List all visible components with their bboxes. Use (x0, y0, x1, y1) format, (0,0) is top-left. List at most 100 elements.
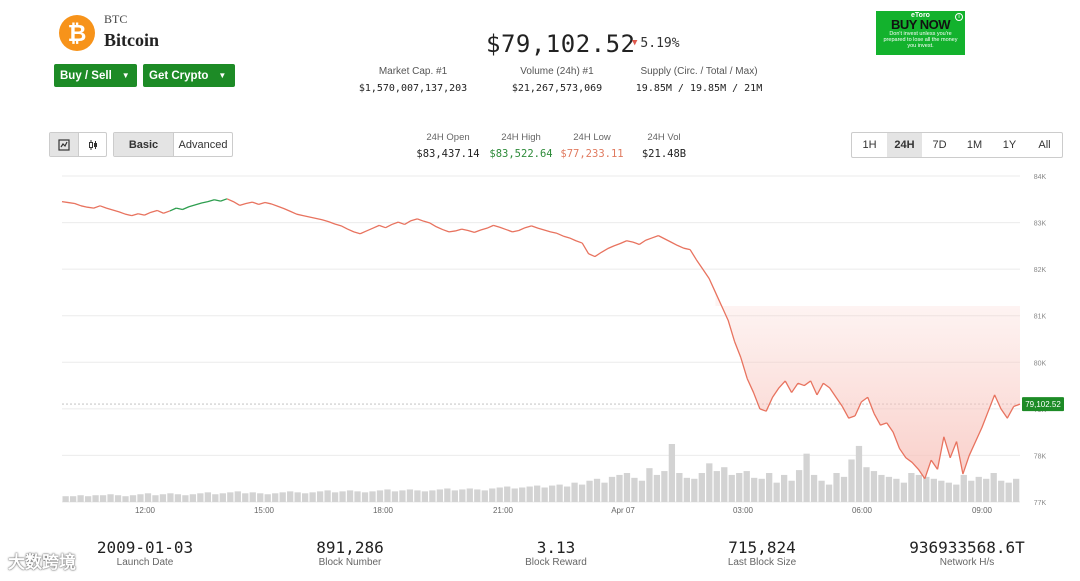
volume-bar (810, 474, 818, 502)
volume-bar (489, 488, 496, 502)
volume-bar (713, 471, 720, 502)
buy-sell-label: Buy / Sell (60, 69, 112, 82)
bitcoin-icon: ₿ (59, 15, 95, 51)
y-tick-label: 83K (1034, 221, 1047, 228)
volume-bar (593, 478, 601, 502)
volume-bar (84, 496, 92, 502)
ohlc-value: $21.48B (641, 148, 687, 160)
get-crypto-button[interactable]: Get Crypto ▼ (143, 64, 235, 87)
volume-bar (331, 492, 339, 502)
y-tick-label: 80K (1034, 360, 1047, 367)
volume-bar (466, 488, 473, 502)
stat-label: Market Cap. #1 (378, 66, 448, 77)
y-tick-label: 81K (1034, 314, 1047, 321)
volume-bar (878, 474, 885, 502)
volume-bar (474, 489, 481, 502)
x-tick-label: 06:00 (852, 506, 873, 515)
ohlc-label: 24H Vol (647, 132, 681, 143)
volume-bar (376, 490, 384, 502)
price-chart[interactable]: 84K83K82K81K80K79K78K77K12:0015:0018:002… (0, 165, 1080, 517)
volume-bar (743, 471, 750, 502)
basic-mode-button[interactable]: Basic (114, 133, 173, 156)
volume-bar (751, 477, 758, 502)
volume-bar (481, 490, 488, 502)
volume-bar (122, 496, 129, 502)
range-tab-24h[interactable]: 24H (887, 133, 922, 157)
footer-value: 936933568.6T (909, 538, 1025, 557)
volume-bar (399, 490, 406, 502)
price-line-up-segment (169, 198, 228, 212)
volume-bar (444, 488, 451, 502)
etoro-ad-banner[interactable]: i eToro BUY NOW Don't invest unless you'… (876, 11, 965, 55)
volume-bar (77, 495, 84, 502)
volume-bar (923, 476, 930, 502)
stat-value: $21,267,573,069 (511, 83, 603, 94)
candlestick-icon[interactable] (78, 133, 106, 156)
volume-bar (788, 480, 795, 502)
volume-bar (548, 485, 556, 502)
volume-bar (721, 467, 728, 502)
volume-bar (638, 480, 646, 502)
info-icon[interactable]: i (955, 13, 963, 21)
volume-bar (938, 480, 945, 502)
volume-bar (137, 494, 144, 502)
volume-bar (496, 487, 503, 502)
volume-bar (818, 480, 825, 502)
watermark: 大数跨境 (8, 553, 76, 573)
range-tab-1y[interactable]: 1Y (1002, 139, 1017, 151)
x-tick-label: 15:00 (254, 506, 275, 515)
volume-bar (706, 463, 713, 502)
volume-bar (249, 492, 256, 502)
volume-bar (586, 480, 593, 502)
price-area-fill (715, 292, 1020, 479)
footer-value: 715,824 (728, 538, 796, 557)
stat-value: 19.85M / 19.85M / 21M (635, 83, 763, 94)
x-tick-label: 18:00 (373, 506, 394, 515)
volume-bar (242, 493, 249, 502)
footer-label: Launch Date (116, 557, 174, 568)
volume-bar (511, 488, 518, 502)
volume-bar (182, 495, 189, 502)
footer-block-reward: 3.13 Block Reward (471, 538, 641, 568)
footer-label: Network H/s (939, 557, 995, 568)
range-tab-1m[interactable]: 1M (966, 139, 983, 151)
volume-bar (519, 487, 526, 502)
advanced-mode-button[interactable]: Advanced (173, 133, 232, 156)
range-tab-all[interactable]: All (1038, 139, 1051, 151)
volume-bar (391, 491, 399, 502)
line-chart-icon[interactable] (50, 133, 78, 156)
ohlc-label: 24H High (501, 132, 541, 143)
price-change-value: 5.19% (640, 36, 680, 51)
volume-bar (144, 493, 152, 502)
volume-bar (1005, 482, 1012, 502)
volume-bar (152, 495, 159, 502)
buy-sell-button[interactable]: Buy / Sell ▼ (54, 64, 137, 87)
footer-block-number: 891,286 Block Number (265, 538, 435, 568)
volume-bar (62, 496, 69, 502)
volume-bar (833, 473, 840, 502)
volume-bar (855, 445, 863, 502)
footer-label: Last Block Size (727, 557, 797, 568)
volume-bar (825, 484, 833, 502)
volume-bar (309, 492, 316, 502)
current-price-label: 79,102.52 (1025, 400, 1061, 409)
volume-bar (541, 487, 548, 502)
range-tab-1h[interactable]: 1H (862, 139, 877, 151)
volume-bar (504, 486, 511, 502)
ohlc-label: 24H Open (426, 132, 470, 143)
ohlc-high: 24H High $83,522.64 (481, 132, 561, 160)
ohlc-value: $77,233.11 (560, 148, 624, 160)
chevron-down-icon: ▼ (121, 71, 130, 80)
ohlc-label: 24H Low (573, 132, 611, 143)
footer-last-block-size: 715,824 Last Block Size (677, 538, 847, 568)
volume-bar (526, 486, 533, 502)
volume-bar (953, 484, 960, 502)
volume-bar (354, 491, 361, 502)
range-tab-7d[interactable]: 7D (932, 139, 947, 151)
volume-bar (421, 491, 429, 502)
volume-bar (863, 467, 870, 502)
ohlc-open: 24H Open $83,437.14 (408, 132, 488, 160)
volume-bar (92, 495, 99, 502)
y-tick-label: 84K (1034, 174, 1047, 181)
volume-bar (960, 474, 967, 502)
